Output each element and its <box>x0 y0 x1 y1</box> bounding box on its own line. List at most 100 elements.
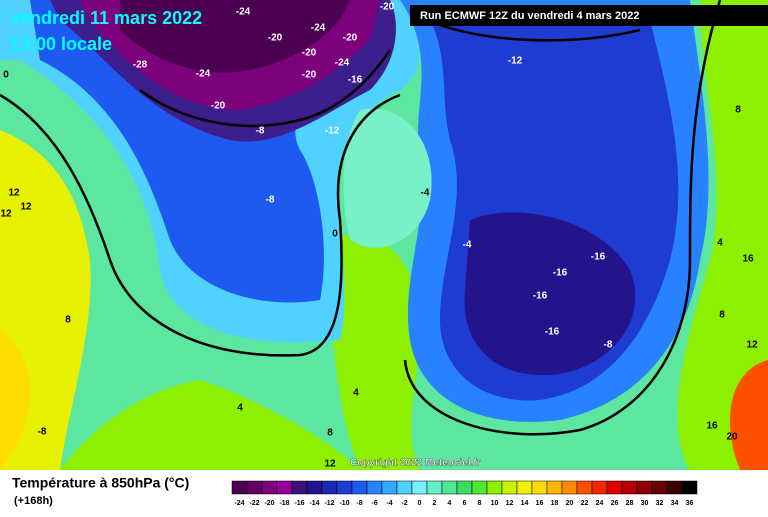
isotherm-label: -20 <box>268 33 283 44</box>
legend-label: 18 <box>551 500 559 507</box>
color-swatch <box>351 480 368 495</box>
color-swatch <box>291 480 308 495</box>
lead-time: (+168h) <box>14 495 53 507</box>
isotherm-label: -16 <box>545 327 560 338</box>
isotherm-label: -20 <box>302 70 317 81</box>
isotherm-label: -8 <box>256 126 265 137</box>
legend-label: -8 <box>356 500 362 507</box>
legend-label: 34 <box>671 500 679 507</box>
isotherm-label: -20 <box>380 2 395 13</box>
isotherm-label: 12 <box>746 340 758 351</box>
color-swatch <box>411 480 428 495</box>
isotherm-label: 16 <box>706 421 718 432</box>
legend-label: 22 <box>581 500 589 507</box>
isotherm-label: -16 <box>553 268 568 279</box>
color-swatch <box>681 480 698 495</box>
color-swatch <box>441 480 458 495</box>
legend-label: -12 <box>324 500 334 507</box>
land <box>343 108 432 248</box>
isotherm-label: -4 <box>463 240 472 251</box>
contour <box>403 0 722 436</box>
run-info: Run ECMWF 12Z du vendredi 4 mars 2022 <box>420 10 639 22</box>
isotherm-label: 8 <box>327 428 333 439</box>
warm-area <box>0 330 30 470</box>
isotherm-label: 12 <box>0 209 12 220</box>
color-swatch <box>456 480 473 495</box>
run-box <box>410 5 768 26</box>
isotherm-label: 12 <box>8 188 20 199</box>
isotherm-label: -16 <box>533 291 548 302</box>
cold-area <box>464 212 636 376</box>
isotherm-label: 8 <box>735 105 741 116</box>
legend-label: -14 <box>309 500 319 507</box>
legend-label: -4 <box>386 500 392 507</box>
isotherm-label: 12 <box>20 202 32 213</box>
color-swatch <box>426 480 443 495</box>
color-swatch <box>576 480 593 495</box>
legend-label: 0 <box>418 500 422 507</box>
color-swatch <box>666 480 683 495</box>
color-swatch <box>246 480 263 495</box>
isotherm-label: -4 <box>421 188 430 199</box>
isotherm-label: -24 <box>311 23 326 34</box>
color-swatch <box>396 480 413 495</box>
legend-label: 30 <box>641 500 649 507</box>
isotherm-label: -8 <box>38 427 47 438</box>
contour <box>0 93 401 357</box>
cold-area <box>120 0 350 73</box>
legend-label: 6 <box>463 500 467 507</box>
isotherm-label: -12 <box>325 126 340 137</box>
isotherm-label: 16 <box>742 254 754 265</box>
color-swatch <box>276 480 293 495</box>
color-swatch <box>606 480 623 495</box>
isotherm-label: 0 <box>3 70 9 81</box>
legend-label: 8 <box>478 500 482 507</box>
forecast-time: 13:00 locale <box>10 34 112 54</box>
color-swatch <box>531 480 548 495</box>
color-swatch <box>591 480 608 495</box>
isotherm-label: -16 <box>591 252 606 263</box>
legend-label: 14 <box>521 500 529 507</box>
color-swatch <box>231 480 248 495</box>
color-swatch <box>546 480 563 495</box>
isotherm-label: -8 <box>266 195 275 206</box>
color-swatch <box>306 480 323 495</box>
legend-label: 28 <box>626 500 634 507</box>
color-swatch <box>561 480 578 495</box>
legend-label: -24 <box>234 500 244 507</box>
isotherm-label: -20 <box>211 101 226 112</box>
legend-label: 24 <box>596 500 604 507</box>
legend-label: -10 <box>339 500 349 507</box>
isotherm-label: -20 <box>343 33 358 44</box>
isotherm-label: -24 <box>196 69 211 80</box>
isotherm-label: -24 <box>335 58 350 69</box>
isotherm-label: -12 <box>508 56 523 67</box>
isotherm-label: 4 <box>237 403 243 414</box>
legend-label: 10 <box>491 500 499 507</box>
isotherm-label: -16 <box>348 75 363 86</box>
isotherm-label: 4 <box>353 388 359 399</box>
warm-area <box>60 380 360 470</box>
color-swatch <box>501 480 518 495</box>
color-swatch <box>621 480 638 495</box>
legend-label: -2 <box>401 500 407 507</box>
color-swatch <box>471 480 488 495</box>
color-swatch <box>336 480 353 495</box>
legend-label: 12 <box>506 500 514 507</box>
legend-label: 4 <box>448 500 452 507</box>
warm-area <box>729 360 768 470</box>
warm-area <box>330 234 420 470</box>
isotherm-label: -24 <box>236 7 251 18</box>
color-swatch <box>486 480 503 495</box>
isotherm-label: 8 <box>719 310 725 321</box>
color-swatch <box>366 480 383 495</box>
isotherm-label: 8 <box>65 315 71 326</box>
legend-label: -18 <box>279 500 289 507</box>
contour <box>139 49 392 128</box>
legend-label: 2 <box>433 500 437 507</box>
isotherm-label: 0 <box>332 229 338 240</box>
color-swatch <box>636 480 653 495</box>
isotherm-label: -20 <box>302 48 317 59</box>
isotherm-label: 12 <box>324 459 336 470</box>
